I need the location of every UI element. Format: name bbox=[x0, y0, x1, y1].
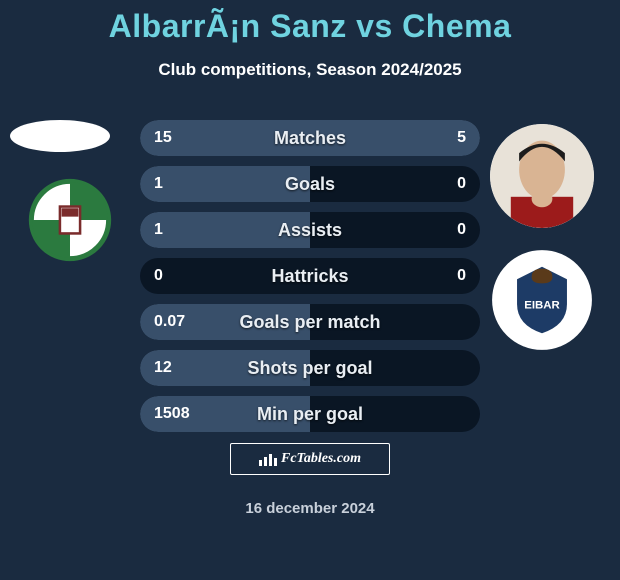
stat-row-goals-per-match: 0.07 Goals per match bbox=[140, 304, 480, 340]
stat-value-right: 0 bbox=[457, 258, 466, 294]
page-title: AlbarrÃ¡n Sanz vs Chema bbox=[0, 8, 620, 45]
stat-row-hattricks: 0 Hattricks 0 bbox=[140, 258, 480, 294]
right-club-crest: EIBAR bbox=[490, 248, 594, 352]
stat-row-shots-per-goal: 12 Shots per goal bbox=[140, 350, 480, 386]
stat-label: Hattricks bbox=[140, 258, 480, 294]
stat-label: Min per goal bbox=[140, 396, 480, 432]
chart-icon bbox=[259, 452, 277, 466]
stat-row-min-per-goal: 1508 Min per goal bbox=[140, 396, 480, 432]
stat-label: Shots per goal bbox=[140, 350, 480, 386]
stat-value-right: 5 bbox=[457, 120, 466, 156]
comparison-infographic: AlbarrÃ¡n Sanz vs Chema Club competition… bbox=[0, 0, 620, 580]
watermark-badge: FcTables.com bbox=[230, 443, 390, 475]
crest-svg bbox=[28, 178, 112, 262]
left-club-crest bbox=[28, 178, 112, 262]
left-player-avatar bbox=[10, 120, 110, 152]
crest-svg: EIBAR bbox=[490, 248, 594, 352]
stat-row-matches: 15 Matches 5 bbox=[140, 120, 480, 156]
avatar-svg bbox=[490, 124, 594, 228]
right-player-avatar bbox=[490, 124, 594, 228]
stat-value-right: 0 bbox=[457, 166, 466, 202]
stat-bars: 15 Matches 5 1 Goals 0 1 Assists 0 0 Hat… bbox=[140, 120, 480, 442]
stat-label: Goals per match bbox=[140, 304, 480, 340]
stat-label: Goals bbox=[140, 166, 480, 202]
date-text: 16 december 2024 bbox=[0, 500, 620, 517]
stat-label: Assists bbox=[140, 212, 480, 248]
svg-text:EIBAR: EIBAR bbox=[524, 299, 560, 311]
watermark-text: FcTables.com bbox=[281, 451, 361, 467]
stat-row-assists: 1 Assists 0 bbox=[140, 212, 480, 248]
stat-value-right: 0 bbox=[457, 212, 466, 248]
stat-row-goals: 1 Goals 0 bbox=[140, 166, 480, 202]
subtitle: Club competitions, Season 2024/2025 bbox=[0, 60, 620, 80]
stat-label: Matches bbox=[140, 120, 480, 156]
